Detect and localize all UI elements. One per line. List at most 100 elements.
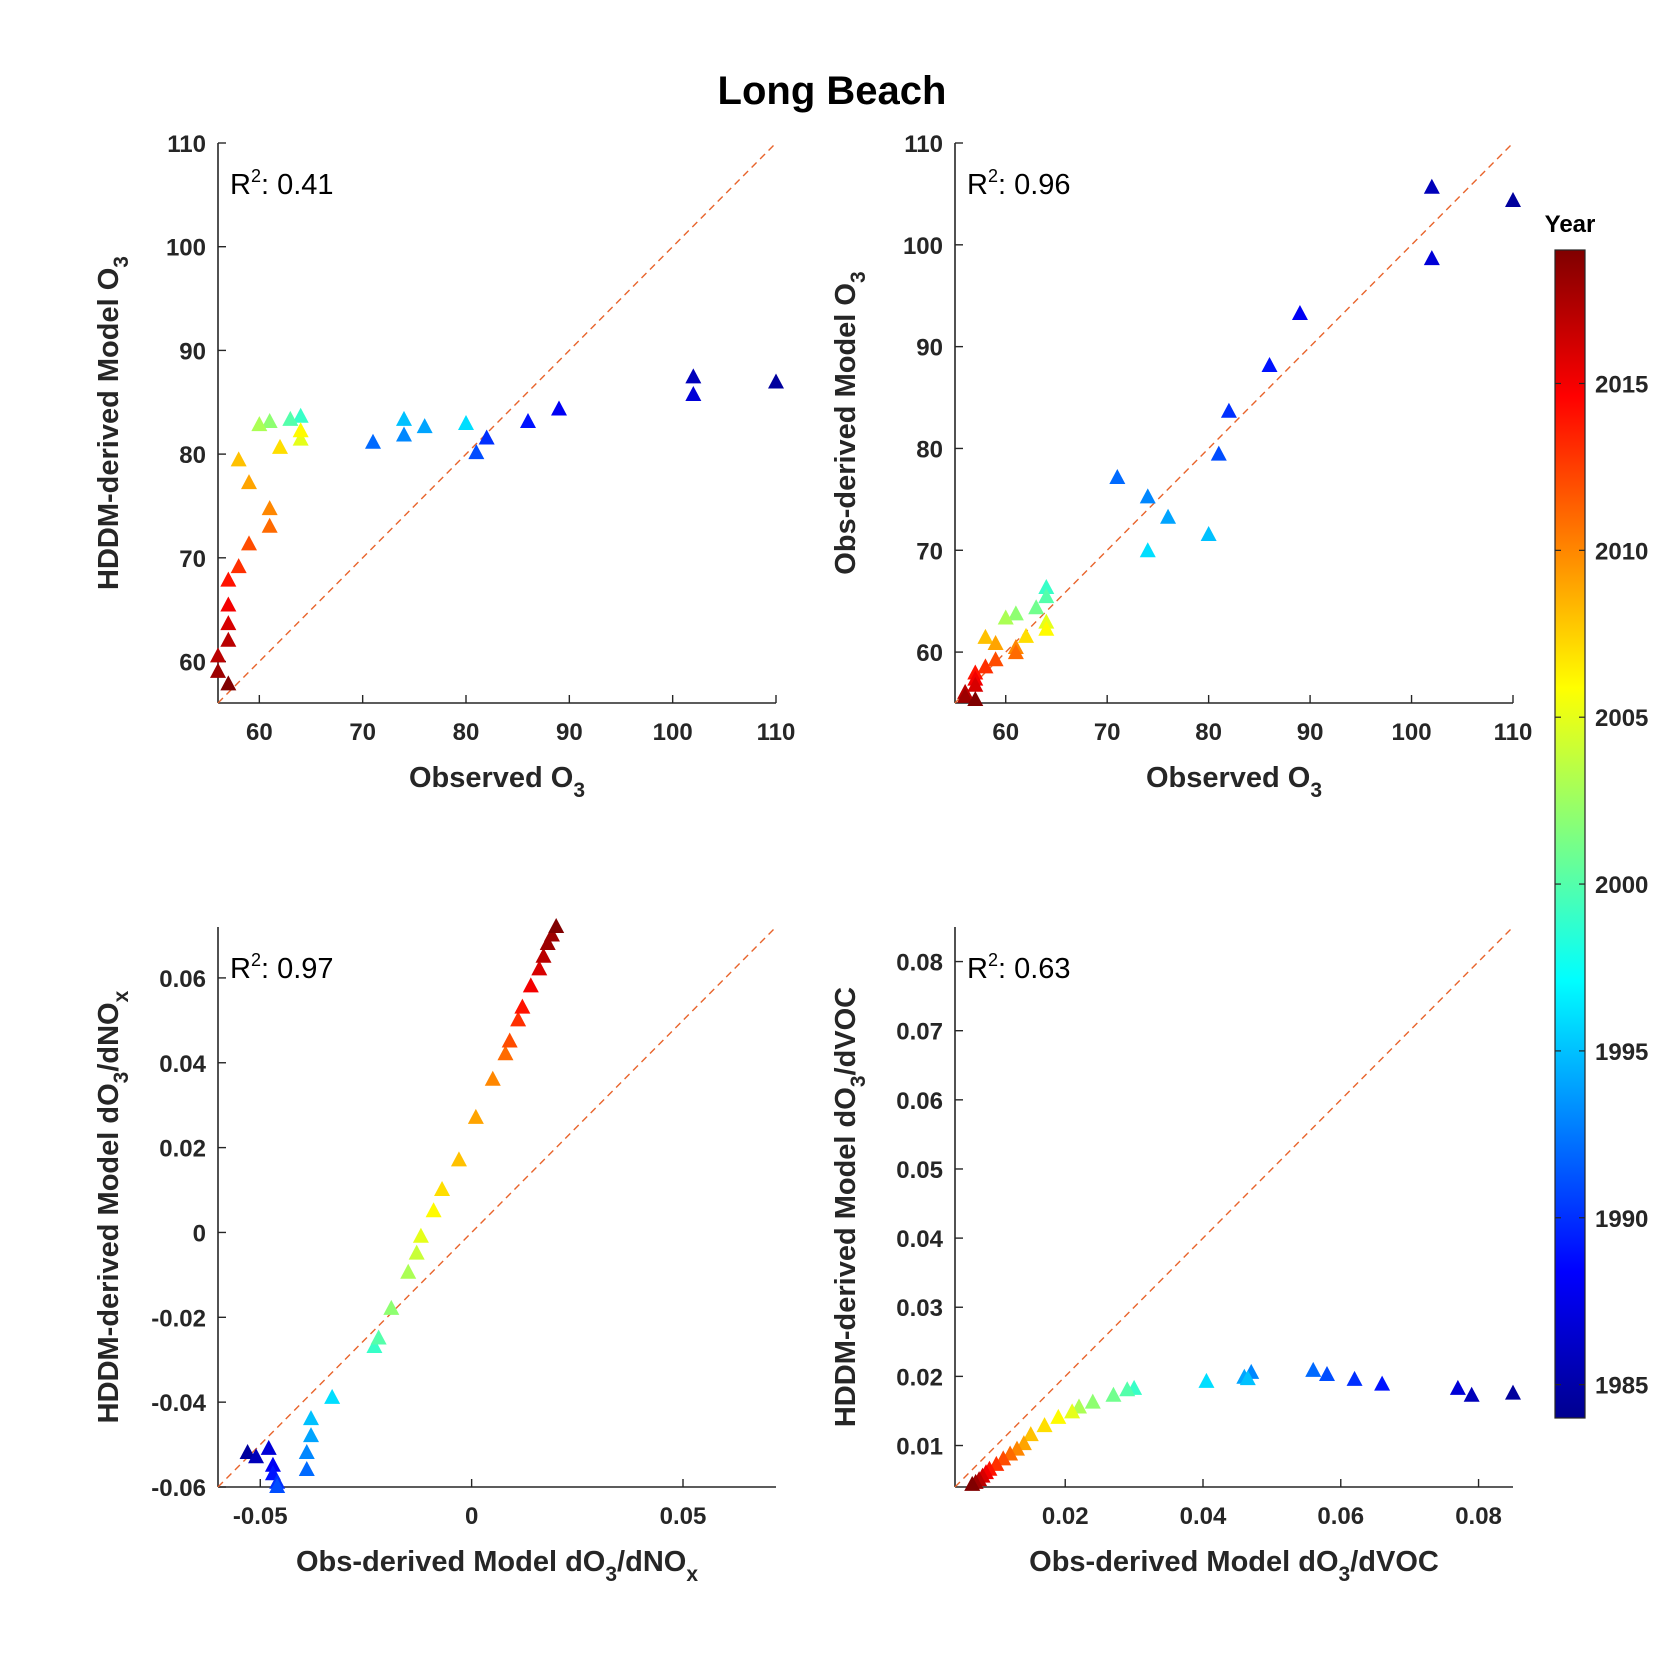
x-axis-label: Observed O3: [1146, 762, 1322, 802]
data-point: [383, 1299, 400, 1315]
data-point: [1160, 508, 1177, 524]
y-tick-label: 90: [179, 338, 206, 365]
data-point: [1423, 178, 1440, 194]
data-point: [987, 651, 1004, 667]
data-point: [977, 628, 994, 644]
panel-bottom-right: 0.02 0.04 0.06 0.08 0.01 0.02 0.03 0.04 0.05 0.06…: [830, 926, 1521, 1586]
data-point: [987, 634, 1004, 650]
figure-title: Long Beach: [718, 69, 947, 113]
colorbar-title: Year: [1545, 211, 1596, 238]
data-point: [1038, 588, 1055, 604]
data-point: [1319, 1366, 1335, 1381]
data-point: [1291, 305, 1308, 321]
data-point: [1239, 1370, 1256, 1386]
data-point: [1139, 542, 1156, 558]
data-point: [264, 1456, 281, 1472]
colorbar-tick-label: 2000: [1595, 872, 1648, 899]
data-point: [365, 433, 381, 449]
data-point: [997, 609, 1014, 625]
data-point: [1374, 1375, 1391, 1391]
x-tick-label: 0.08: [1455, 1503, 1502, 1530]
colorbar-tick-label: 2010: [1595, 538, 1648, 565]
x-tick-label: 70: [349, 719, 376, 746]
data-point: [269, 1478, 286, 1493]
data-point: [261, 412, 278, 428]
colorbar-tick-label: 1990: [1595, 1206, 1648, 1233]
data-point: [303, 1410, 319, 1426]
data-point: [239, 1444, 256, 1460]
y-tick-label: -0.02: [151, 1305, 206, 1332]
reference-line: [217, 926, 777, 1488]
data-point: [261, 517, 278, 533]
x-tick-label: 0.04: [1180, 1503, 1227, 1530]
data-point: [957, 687, 974, 703]
data-point: [220, 631, 237, 647]
x-tick-label: 100: [1392, 719, 1432, 746]
r-squared-label: R2: 0.96: [967, 166, 1071, 201]
data-point: [964, 1475, 981, 1491]
y-tick-label: 0.02: [159, 1136, 206, 1163]
data-point: [1007, 605, 1024, 621]
y-tick-label: 0.06: [896, 1088, 943, 1115]
data-point: [1109, 468, 1126, 484]
x-axis-label: Observed O3: [409, 762, 585, 802]
x-tick-label: 60: [246, 719, 273, 746]
data-point: [408, 1244, 425, 1260]
data-point: [1084, 1393, 1101, 1409]
colorbar-tick-label: 2005: [1595, 705, 1648, 732]
y-tick-label: 0.08: [896, 950, 943, 977]
data-point: [220, 596, 237, 612]
data-point: [282, 410, 299, 426]
data-point: [1105, 1386, 1122, 1402]
r-squared-label: R2: 0.41: [230, 166, 334, 201]
panel-top-left: 60 70 80 90 100 110 60 70 80 90 100 110 R2: 0.41 Obse…: [93, 131, 795, 802]
x-tick-label: 90: [1297, 719, 1324, 746]
reference-line: [954, 142, 1514, 704]
y-tick-label: -0.04: [151, 1390, 206, 1417]
r-squared-label: R2: 0.63: [967, 950, 1071, 985]
colorbar-gradient: [1554, 249, 1586, 1419]
x-tick-label: 80: [1195, 719, 1222, 746]
data-point: [1346, 1370, 1363, 1386]
data-point: [1018, 627, 1035, 643]
x-tick-label: 0.06: [1317, 1503, 1364, 1530]
data-point: [1119, 1381, 1136, 1397]
y-tick-label: 80: [179, 442, 206, 469]
y-tick-label: -0.06: [151, 1475, 206, 1502]
colorbar-tick-label: 1985: [1595, 1373, 1648, 1400]
y-axis-label: Obs-derived Model O3: [830, 271, 870, 574]
data-point: [1423, 250, 1440, 266]
data-point: [450, 1151, 467, 1167]
y-tick-label: 100: [166, 235, 206, 262]
data-point: [230, 558, 247, 574]
data-point: [467, 1108, 484, 1124]
data-point: [458, 415, 474, 431]
colorbar-tick-label: 1995: [1595, 1039, 1648, 1066]
data-point: [303, 1427, 319, 1443]
data-point: [1139, 488, 1156, 504]
y-tick-label: 110: [167, 131, 206, 158]
y-tick-label: 70: [916, 538, 943, 565]
data-point: [1305, 1361, 1322, 1377]
y-tick-label: 60: [179, 650, 206, 677]
x-tick-label: 60: [992, 719, 1019, 746]
y-tick-label: 0.05: [896, 1157, 943, 1184]
y-tick-label: 80: [916, 436, 943, 463]
y-tick-label: 0.02: [896, 1364, 943, 1391]
data-point: [1261, 356, 1278, 372]
x-tick-label: 0.05: [660, 1503, 707, 1530]
data-point: [230, 451, 247, 467]
data-point: [977, 658, 994, 674]
data-point: [412, 1227, 429, 1243]
x-axis-label: Obs-derived Model dO3/dNOx: [296, 1546, 698, 1586]
data-point: [522, 977, 539, 993]
data-point: [1050, 1408, 1067, 1424]
data-point: [1210, 445, 1227, 461]
x-tick-label: 90: [556, 719, 583, 746]
data-point: [251, 416, 268, 432]
data-point: [220, 571, 237, 587]
x-tick-label: 110: [757, 719, 796, 746]
y-tick-label: 0.04: [159, 1051, 206, 1078]
panel-bottom-left: -0.05 0 0.05 -0.06 -0.04 -0.02 0 0.02 0.04 0.06 R2…: [93, 918, 777, 1586]
